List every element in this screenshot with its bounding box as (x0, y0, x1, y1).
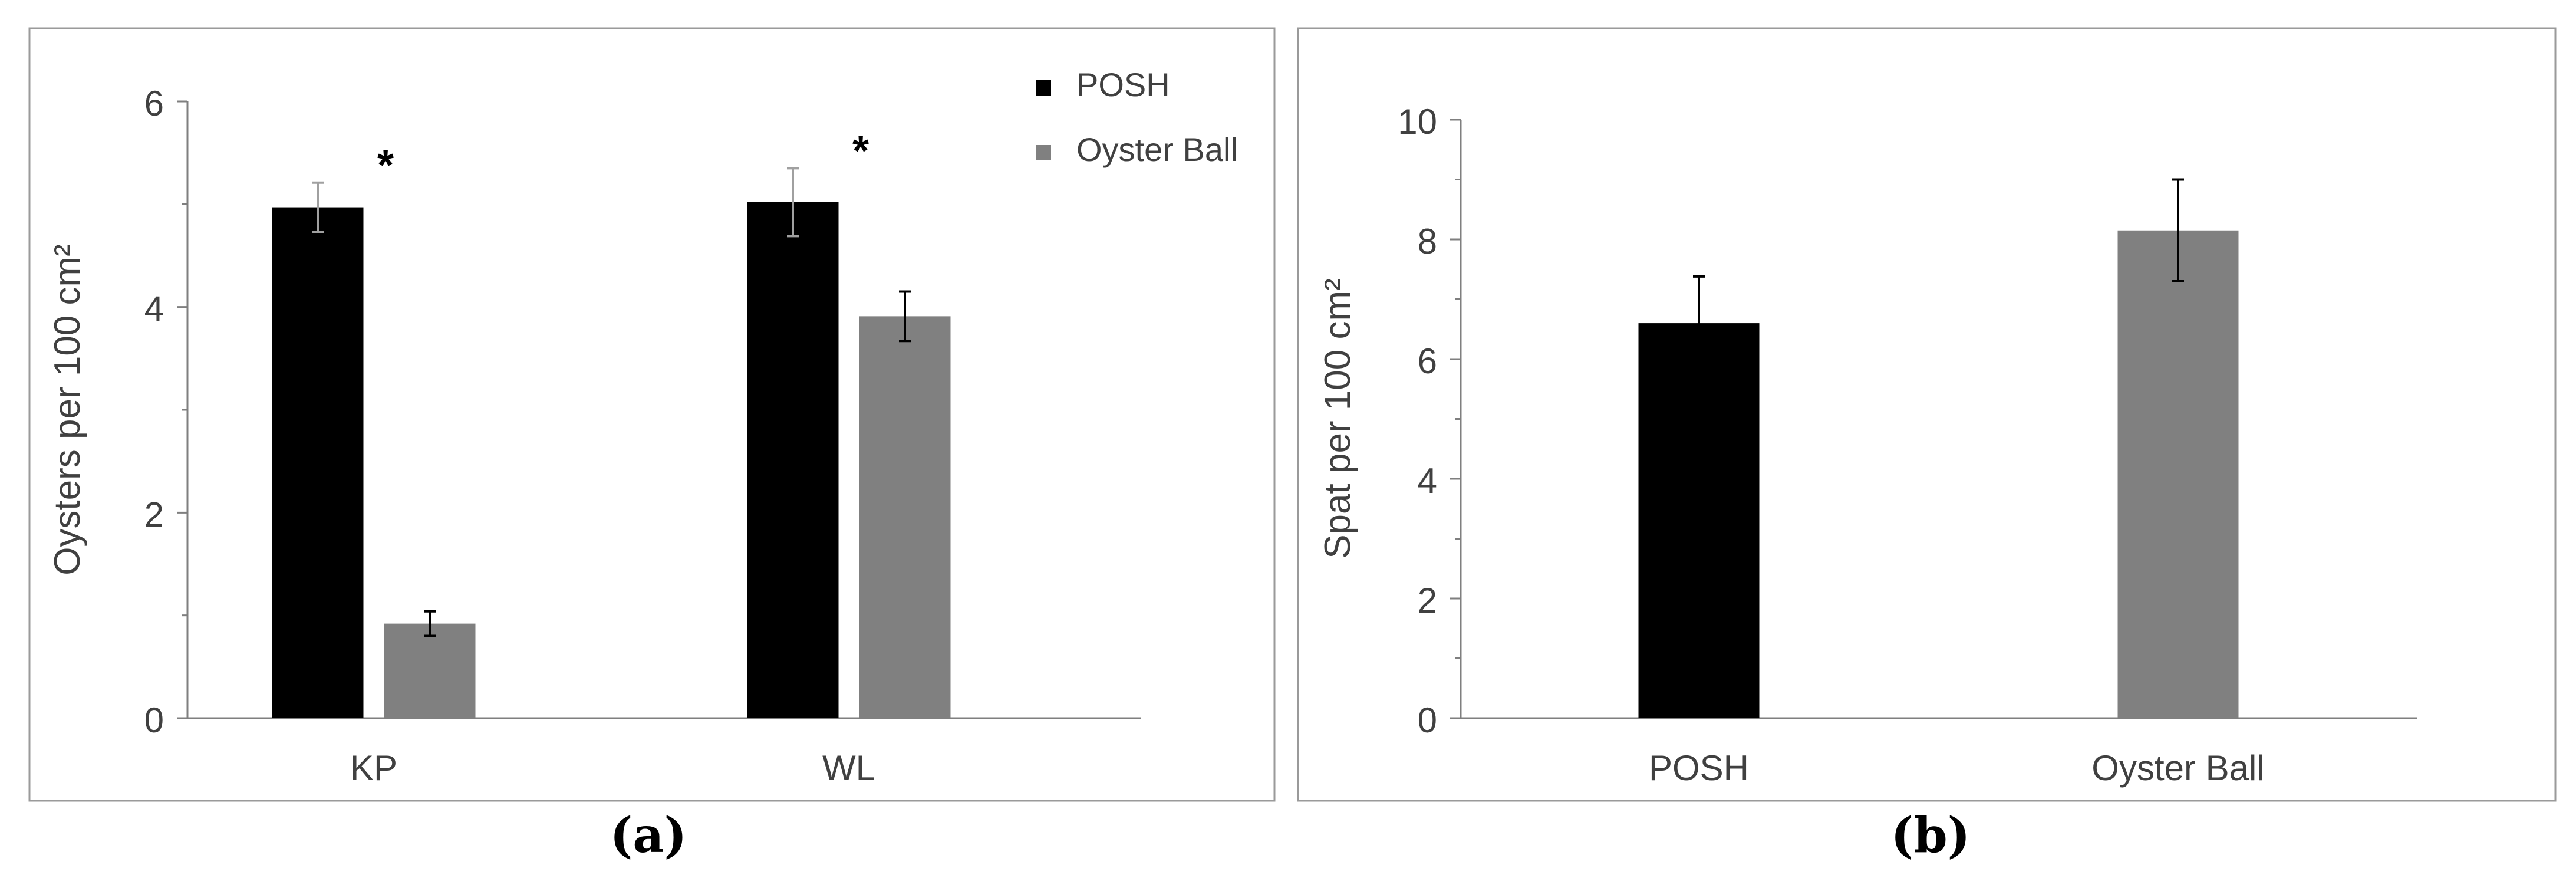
y-tick-label: 0 (1418, 700, 1437, 740)
x-tick-label: Oyster Ball (2091, 748, 2264, 788)
y-tick-label: 2 (1418, 581, 1437, 620)
y-tick-label: 0 (144, 700, 164, 740)
legend-swatch-oyster-ball (1036, 145, 1051, 160)
panel-b-caption: (b) (1891, 807, 1971, 864)
y-axis-label: Spat per 100 cm² (1317, 278, 1358, 559)
legend-swatch-posh (1036, 80, 1051, 96)
legend-label: POSH (1076, 66, 1170, 103)
bar-oyster-ball (2117, 230, 2239, 718)
bar-posh-kp (272, 207, 364, 718)
x-tick-label: POSH (1649, 748, 1749, 788)
significance-star: * (852, 127, 869, 175)
y-tick-label: 8 (1418, 222, 1437, 261)
significance-star: * (377, 142, 394, 189)
panel-a-frame (28, 27, 1276, 802)
bar-posh (1638, 323, 1760, 718)
y-tick-label: 4 (1418, 461, 1437, 501)
legend-label: Oyster Ball (1076, 131, 1238, 168)
y-tick-label: 4 (144, 290, 164, 329)
y-tick-label: 10 (1398, 102, 1437, 142)
bar-oyster-ball-wl (859, 316, 951, 718)
x-tick-label: WL (822, 748, 875, 788)
y-tick-label: 6 (144, 84, 164, 123)
bar-oyster-ball-kp (384, 623, 476, 718)
y-tick-label: 2 (144, 495, 164, 534)
y-tick-label: 6 (1418, 341, 1437, 381)
panel-a: 0 2 4 6 Oysters per 100 cm² KP * WL * POSH Oyster … (28, 27, 1276, 864)
panel-b-marks: 0 2 4 6 8 10 Spat per 100 cm² POSH Oyster Ball (1317, 102, 2417, 788)
panel-b-frame (1297, 27, 2557, 802)
bar-posh-wl (747, 202, 839, 718)
y-axis-label: Oysters per 100 cm² (47, 244, 88, 575)
x-tick-label: KP (350, 748, 397, 788)
panel-b: 0 2 4 6 8 10 Spat per 100 cm² POSH Oyster Ball (… (1297, 27, 2557, 864)
panel-a-caption: (a) (610, 807, 687, 864)
panel-a-marks: 0 2 4 6 Oysters per 100 cm² KP * WL * POSH Oyster … (47, 66, 1238, 788)
